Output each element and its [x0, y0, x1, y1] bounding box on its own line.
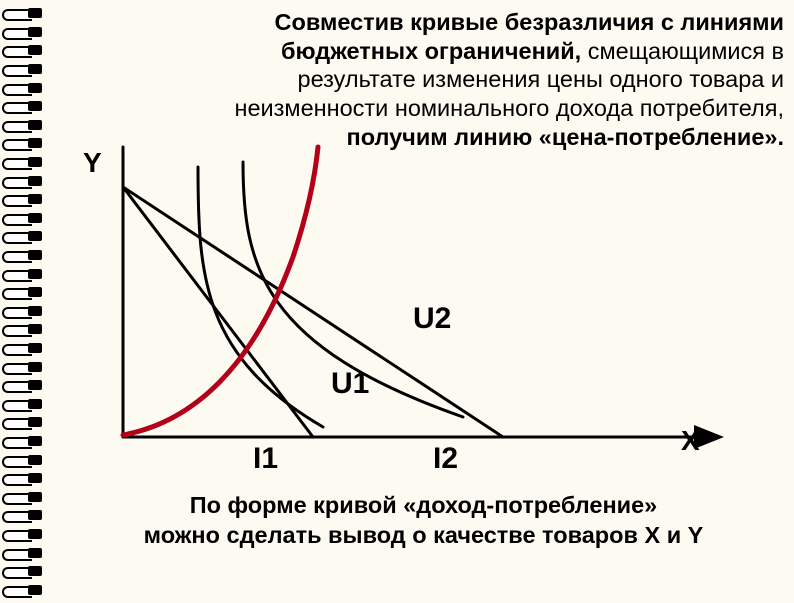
footer-line-1: По форме кривой «доход-потребление» — [190, 492, 657, 518]
page-content: Совместив кривые безразличия с линиями б… — [55, 0, 794, 595]
title-bold-2: бюджетных ограничений, — [281, 38, 581, 64]
chart-container: YXU1U2I1I2 — [83, 157, 743, 477]
label-i2: I2 — [433, 442, 458, 476]
label-u1: U1 — [331, 367, 369, 401]
label-x: X — [681, 425, 700, 457]
title-bold-1: Совместив кривые безразличия с линиями — [275, 9, 785, 35]
label-i1: I1 — [253, 442, 278, 476]
title-text-3: результате изменения цены одного товара … — [298, 66, 784, 92]
title-block: Совместив кривые безразличия с линиями б… — [63, 8, 784, 151]
title-text-2b: смещающимися в — [581, 38, 784, 64]
title-text-4: неизменности номинального дохода потреби… — [234, 95, 784, 121]
title-bold-5: получим линию «цена-потребление». — [347, 124, 784, 150]
spiral-binding — [0, 0, 50, 603]
label-u2: U2 — [413, 302, 451, 336]
label-y: Y — [83, 147, 102, 179]
footer-line-2: можно сделать вывод о качестве товаров X… — [144, 522, 704, 548]
footer-block: По форме кривой «доход-потребление» можн… — [63, 491, 784, 550]
